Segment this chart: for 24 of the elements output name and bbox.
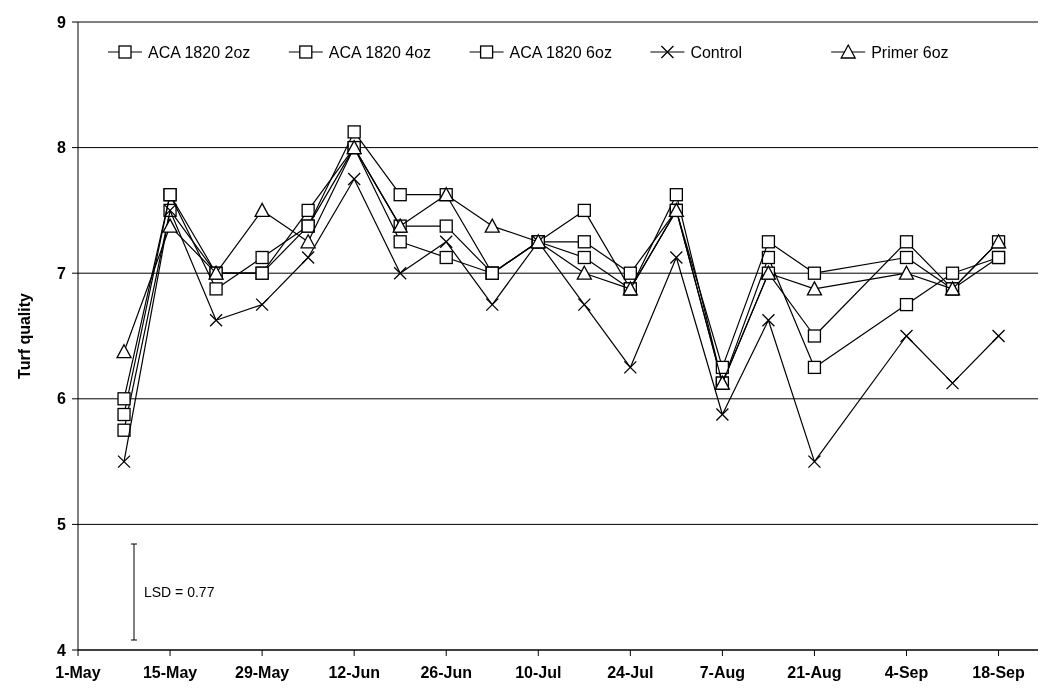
x-tick-label: 10-Jul — [515, 664, 562, 681]
legend-label: Control — [690, 43, 742, 61]
x-tick-label: 4-Sep — [884, 664, 929, 681]
legend-label: ACA 1820 2oz — [148, 43, 251, 61]
x-tick-label: 24-Jul — [607, 664, 654, 681]
x-tick-label: 15-May — [142, 664, 198, 681]
x-tick-label: 29-May — [234, 664, 290, 681]
y-tick-label: 8 — [57, 139, 67, 157]
y-tick-label: 5 — [57, 516, 67, 533]
y-tick-label: 7 — [57, 264, 67, 282]
y-axis-title: Turf quality — [16, 292, 33, 379]
x-tick-label: 26-Jun — [420, 664, 473, 681]
legend-label: ACA 1820 6oz — [509, 43, 612, 61]
x-tick-label: 7-Aug — [699, 664, 746, 681]
y-tick-label: 9 — [57, 13, 67, 31]
y-tick-label: 4 — [57, 641, 67, 659]
legend-label: ACA 1820 4oz — [328, 43, 432, 61]
legend-label: Primer 6oz — [871, 43, 949, 61]
x-tick-label: 12-Jun — [328, 664, 380, 681]
x-tick-label: 18-Sep — [972, 664, 1026, 681]
x-tick-label: 1-May — [55, 664, 101, 681]
annotation: LSD = 0.77 — [144, 583, 215, 600]
x-tick-label: 21-Aug — [787, 664, 842, 681]
y-tick-label: 6 — [57, 390, 67, 408]
